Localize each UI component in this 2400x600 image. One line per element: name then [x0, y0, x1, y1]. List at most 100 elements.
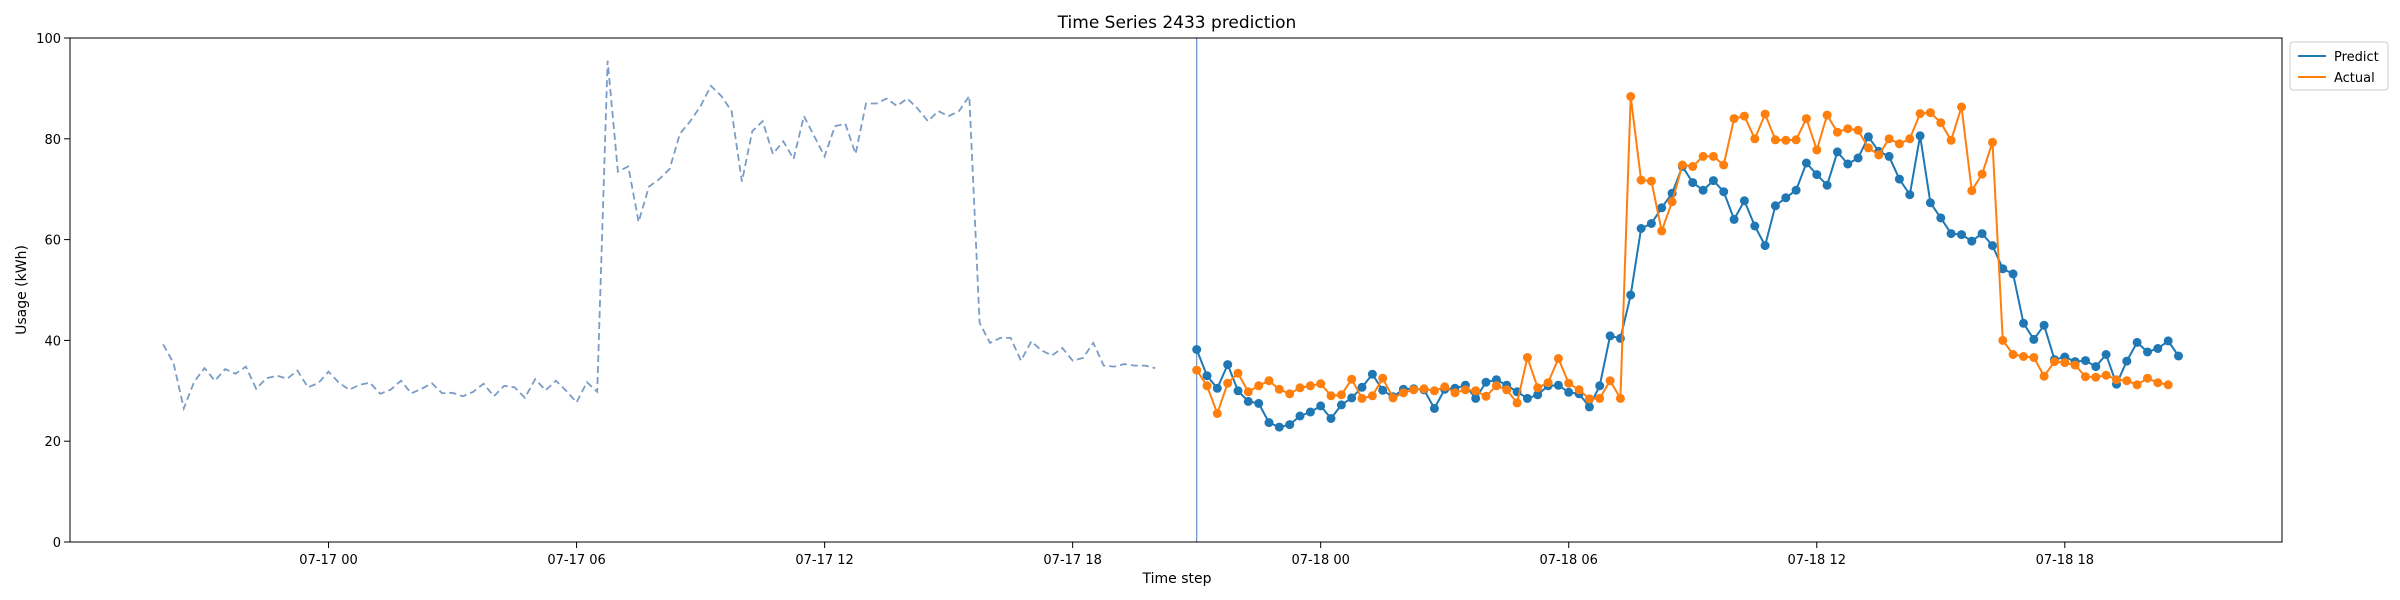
actual-point: [1347, 374, 1357, 384]
predict-point: [1915, 131, 1925, 141]
actual-point: [1491, 381, 1501, 391]
x-tick-label: 07-18 18: [2036, 553, 2094, 568]
actual-point: [1698, 151, 1708, 161]
actual-point: [1336, 390, 1346, 400]
predict-point: [1853, 153, 1863, 163]
actual-point: [2019, 352, 2028, 361]
x-tick-label: 07-18 06: [1539, 553, 1597, 568]
actual-point: [1564, 378, 1574, 388]
actual-point: [2101, 370, 2111, 380]
predict-point: [1243, 396, 1253, 406]
predict-point: [1863, 132, 1873, 142]
actual-point: [1295, 383, 1305, 393]
history-line: [162, 60, 1156, 412]
actual-point: [1967, 186, 1977, 196]
x-axis: 07-17 00 07-17 06 07-17 12 07-17 18 07-18 00…: [299, 542, 2094, 568]
predict-point: [1605, 331, 1615, 341]
actual-point: [2029, 353, 2039, 362]
actual-point: [1915, 109, 1925, 119]
actual-point: [2132, 380, 2142, 390]
series-actual: [1192, 92, 2173, 418]
predict-point: [1274, 422, 1284, 432]
actual-point: [1832, 127, 1842, 137]
actual-point: [1429, 386, 1439, 396]
actual-point: [1212, 409, 1222, 418]
x-tick-label: 07-18 00: [1291, 553, 1349, 568]
actual-point: [1843, 124, 1853, 134]
predict-point: [2132, 337, 2142, 347]
actual-point: [1853, 125, 1863, 135]
actual-point: [2060, 358, 2070, 368]
actual-point: [1646, 176, 1656, 186]
plot-frame: [69, 37, 2283, 543]
predict-point: [1719, 187, 1729, 197]
predict-point: [1708, 176, 1718, 186]
predict-point: [1739, 196, 1749, 206]
actual-point: [1957, 102, 1966, 112]
predict-point: [2143, 347, 2152, 357]
y-tick-label: 20: [44, 435, 61, 450]
legend-label-actual: Actual: [2334, 71, 2375, 86]
actual-point: [1471, 386, 1481, 396]
x-axis-label: Time step: [1142, 571, 1212, 587]
actual-point: [1667, 197, 1677, 207]
x-tick-label: 07-17 12: [795, 553, 853, 568]
predict-point: [1347, 393, 1357, 403]
actual-point: [1326, 391, 1336, 401]
actual-point: [2008, 350, 2018, 359]
actual-point: [1305, 381, 1315, 391]
predict-point: [1936, 213, 1946, 223]
actual-point: [2081, 372, 2090, 382]
actual-point: [1729, 114, 1739, 124]
actual-point: [1357, 393, 1367, 403]
actual-point: [1760, 109, 1770, 119]
predict-point: [1729, 214, 1739, 224]
predict-point: [1760, 241, 1770, 251]
predict-point: [2153, 344, 2163, 353]
actual-point: [2112, 375, 2121, 385]
actual-point: [1378, 373, 1388, 383]
predict-point: [1584, 402, 1594, 412]
predict-point: [1357, 382, 1367, 392]
predict-point: [1801, 158, 1811, 168]
predict-point: [1305, 407, 1315, 417]
plot-content: [162, 38, 2183, 542]
actual-point: [1316, 379, 1326, 389]
predict-point: [1295, 411, 1305, 421]
actual-point: [1233, 368, 1243, 378]
actual-point: [2122, 376, 2132, 386]
actual-point: [1274, 384, 1284, 394]
actual-point: [1481, 391, 1491, 401]
predict-point: [1688, 178, 1698, 188]
legend-label-predict: Predict: [2334, 50, 2379, 65]
actual-point: [1657, 226, 1667, 236]
x-tick-label: 07-18 12: [1788, 553, 1846, 568]
predict-point: [2039, 320, 2049, 330]
actual-point: [2070, 360, 2080, 370]
predict-point: [1254, 398, 1264, 408]
predict-point: [1192, 345, 1202, 354]
actual-point: [1285, 389, 1295, 399]
predict-point: [2091, 362, 2101, 372]
actual-point: [1202, 381, 1212, 391]
actual-point: [1781, 135, 1791, 145]
actual-point: [1553, 354, 1563, 363]
y-axis-label: Usage (kWh): [14, 245, 30, 335]
predict-point: [2122, 356, 2132, 366]
predict-point: [1264, 418, 1274, 428]
actual-point: [1398, 388, 1408, 398]
actual-point: [1502, 385, 1512, 395]
predict-point: [1202, 371, 1212, 381]
actual-point: [2039, 371, 2049, 381]
predict-point: [1988, 241, 1997, 251]
predict-point: [1564, 387, 1574, 397]
actual-point: [1894, 139, 1904, 149]
predict-point: [2101, 350, 2111, 359]
predict-point: [2163, 336, 2173, 346]
actual-point: [1925, 108, 1935, 118]
actual-point: [1905, 134, 1915, 144]
actual-point: [1801, 114, 1811, 124]
predict-point: [1770, 201, 1780, 211]
predict-point: [1626, 290, 1636, 300]
actual-point: [1243, 387, 1253, 397]
